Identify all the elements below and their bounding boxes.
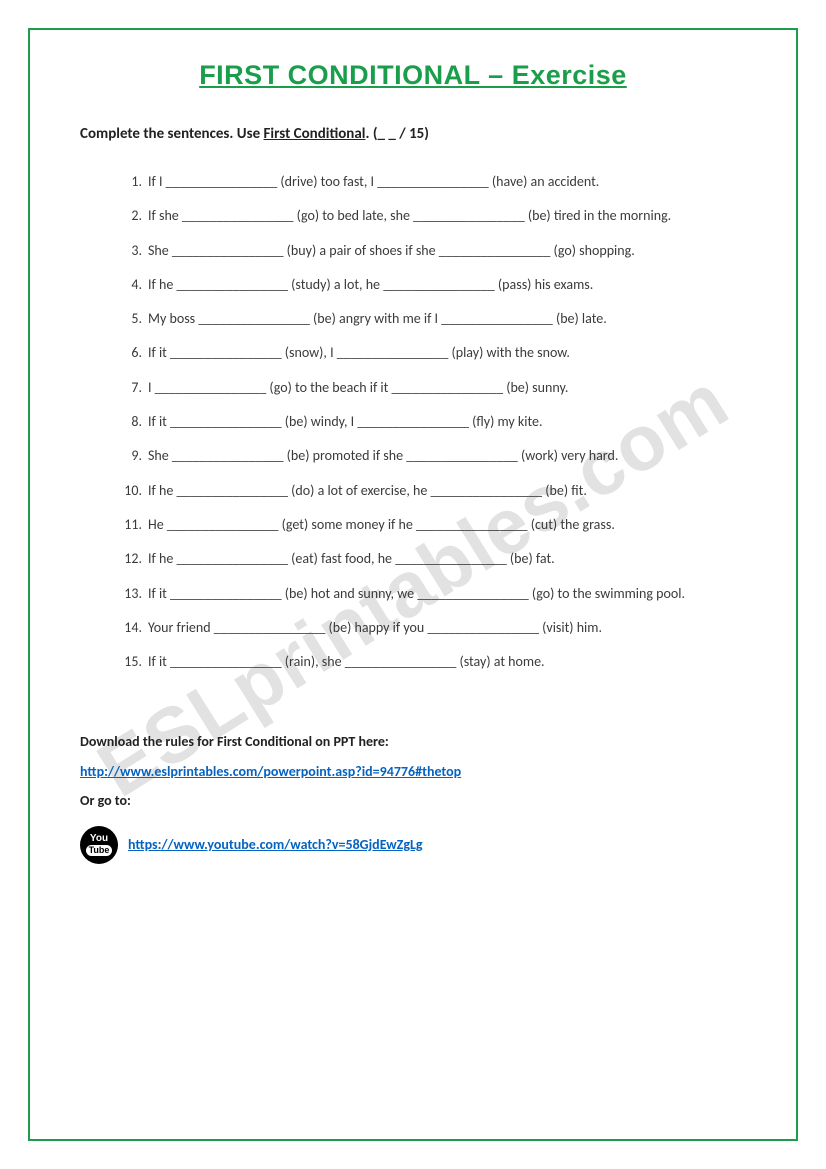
exercise-item: 6. If it ________________ (snow), I _____…	[120, 336, 746, 370]
youtube-icon: You Tube	[80, 826, 118, 864]
exercise-item: 3. She ________________ (buy) a pair of s…	[120, 234, 746, 268]
item-text: If he ________________ (do) a lot of exe…	[148, 482, 587, 499]
youtube-row: You Tube https://www.youtube.com/watch?v…	[80, 826, 746, 864]
instruction-prefix: Complete the sentences. Use	[80, 125, 264, 143]
exercise-item: 4. If he ________________ (study) a lot, …	[120, 268, 746, 302]
item-text: If it ________________ (be) windy, I ___…	[148, 413, 543, 430]
exercise-item: 14. Your friend ________________ (be) hap…	[120, 611, 746, 645]
item-text: She ________________ (be) promoted if sh…	[148, 447, 618, 464]
item-number: 1.	[120, 165, 142, 199]
item-number: 2.	[120, 199, 142, 233]
exercise-item: 12. If he ________________ (eat) fast foo…	[120, 542, 746, 576]
item-number: 4.	[120, 268, 142, 302]
download-text: Download the rules for First Conditional…	[80, 727, 746, 756]
exercise-item: 10. If he ________________ (do) a lot of …	[120, 474, 746, 508]
item-number: 9.	[120, 439, 142, 473]
page-title: FIRST CONDITIONAL – Exercise	[80, 60, 746, 91]
item-number: 6.	[120, 336, 142, 370]
item-number: 11.	[120, 508, 142, 542]
youtube-icon-top: You	[90, 834, 108, 844]
exercise-item: 7. I ________________ (go) to the beach i…	[120, 371, 746, 405]
item-text: If she ________________ (go) to bed late…	[148, 207, 671, 224]
item-number: 5.	[120, 302, 142, 336]
item-number: 7.	[120, 371, 142, 405]
item-number: 3.	[120, 234, 142, 268]
or-go-to-text: Or go to:	[80, 786, 746, 815]
item-text: She ________________ (buy) a pair of sho…	[148, 242, 635, 259]
item-text: If he ________________ (study) a lot, he…	[148, 276, 593, 293]
worksheet-content: FIRST CONDITIONAL – Exercise Complete th…	[80, 60, 746, 864]
exercise-item: 13. If it ________________ (be) hot and s…	[120, 577, 746, 611]
item-text: If it ________________ (snow), I _______…	[148, 344, 570, 361]
item-text: My boss ________________ (be) angry with…	[148, 310, 607, 327]
item-text: If he ________________ (eat) fast food, …	[148, 550, 555, 567]
footer-block: Download the rules for First Conditional…	[80, 727, 746, 863]
youtube-link[interactable]: https://www.youtube.com/watch?v=58GjdEwZ…	[128, 830, 423, 859]
exercise-item: 2. If she ________________ (go) to bed la…	[120, 199, 746, 233]
instruction-text: Complete the sentences. Use First Condit…	[80, 125, 746, 143]
item-text: He ________________ (get) some money if …	[148, 516, 615, 533]
item-number: 14.	[120, 611, 142, 645]
item-text: I ________________ (go) to the beach if …	[148, 379, 568, 396]
item-text: If it ________________ (be) hot and sunn…	[148, 585, 685, 602]
exercise-item: 1. If I ________________ (drive) too fast…	[120, 165, 746, 199]
exercise-list: 1. If I ________________ (drive) too fast…	[80, 165, 746, 679]
item-number: 12.	[120, 542, 142, 576]
exercise-item: 15. If it ________________ (rain), she __…	[120, 645, 746, 679]
instruction-suffix: . (_ _ / 15)	[365, 125, 429, 143]
exercise-item: 11. He ________________ (get) some money …	[120, 508, 746, 542]
exercise-item: 5. My boss ________________ (be) angry wi…	[120, 302, 746, 336]
exercise-item: 9. She ________________ (be) promoted if …	[120, 439, 746, 473]
item-number: 10.	[120, 474, 142, 508]
item-number: 15.	[120, 645, 142, 679]
exercise-item: 8. If it ________________ (be) windy, I _…	[120, 405, 746, 439]
item-text: If I ________________ (drive) too fast, …	[148, 173, 599, 190]
instruction-underlined: First Conditional	[264, 125, 366, 143]
youtube-icon-bottom: Tube	[86, 845, 113, 856]
ppt-link[interactable]: http://www.eslprintables.com/powerpoint.…	[80, 763, 461, 780]
item-number: 8.	[120, 405, 142, 439]
item-number: 13.	[120, 577, 142, 611]
item-text: Your friend ________________ (be) happy …	[148, 619, 602, 636]
item-text: If it ________________ (rain), she _____…	[148, 653, 545, 670]
